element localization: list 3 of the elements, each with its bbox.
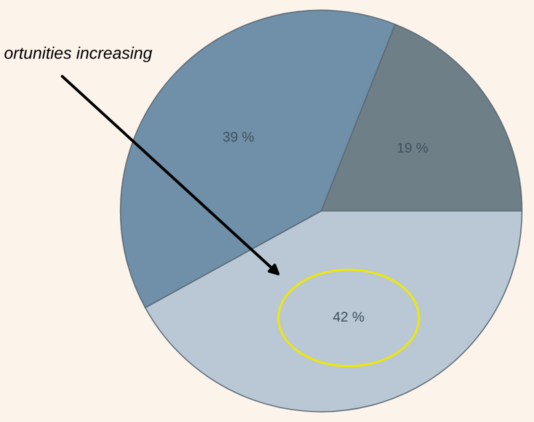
text: ortunities increasing — [4, 46, 152, 62]
data-label: 42 % — [333, 312, 364, 322]
data-label: 39 % — [223, 132, 254, 142]
